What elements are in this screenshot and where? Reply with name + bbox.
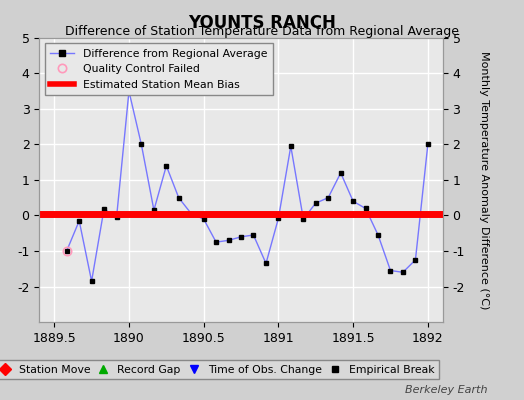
Difference from Regional Average — [300, 217, 307, 222]
Difference from Regional Average — [288, 144, 294, 149]
Difference from Regional Average — [188, 211, 194, 216]
Difference from Regional Average — [63, 248, 70, 254]
Difference from Regional Average — [350, 199, 356, 204]
Text: YOUNTS RANCH: YOUNTS RANCH — [188, 14, 336, 32]
Difference from Regional Average — [213, 240, 219, 244]
Difference from Regional Average — [400, 270, 406, 275]
Difference from Regional Average — [263, 261, 269, 266]
Legend: Station Move, Record Gap, Time of Obs. Change, Empirical Break: Station Move, Record Gap, Time of Obs. C… — [0, 360, 439, 379]
Difference from Regional Average — [89, 279, 95, 284]
Difference from Regional Average — [337, 170, 344, 175]
Difference from Regional Average — [238, 234, 244, 239]
Difference from Regional Average — [412, 258, 419, 262]
Difference from Regional Average — [225, 238, 232, 243]
Difference from Regional Average — [201, 217, 207, 222]
Difference from Regional Average — [387, 268, 394, 273]
Difference from Regional Average — [151, 208, 157, 212]
Difference from Regional Average — [138, 142, 145, 147]
Difference from Regional Average — [375, 233, 381, 238]
Difference from Regional Average — [126, 89, 132, 94]
Difference from Regional Average — [313, 201, 319, 206]
Text: Berkeley Earth: Berkeley Earth — [405, 385, 487, 395]
Difference from Regional Average — [76, 218, 82, 223]
Difference from Regional Average — [275, 216, 281, 221]
Difference from Regional Average — [113, 215, 119, 220]
Difference from Regional Average — [250, 233, 257, 238]
Difference from Regional Average — [325, 195, 331, 200]
Text: Difference of Station Temperature Data from Regional Average: Difference of Station Temperature Data f… — [65, 25, 459, 38]
Line: Difference from Regional Average: Difference from Regional Average — [64, 89, 430, 284]
Difference from Regional Average — [424, 142, 431, 147]
Difference from Regional Average — [363, 206, 369, 211]
Y-axis label: Monthly Temperature Anomaly Difference (°C): Monthly Temperature Anomaly Difference (… — [479, 51, 489, 309]
Difference from Regional Average — [101, 207, 107, 212]
Difference from Regional Average — [163, 163, 169, 168]
Difference from Regional Average — [176, 195, 182, 200]
